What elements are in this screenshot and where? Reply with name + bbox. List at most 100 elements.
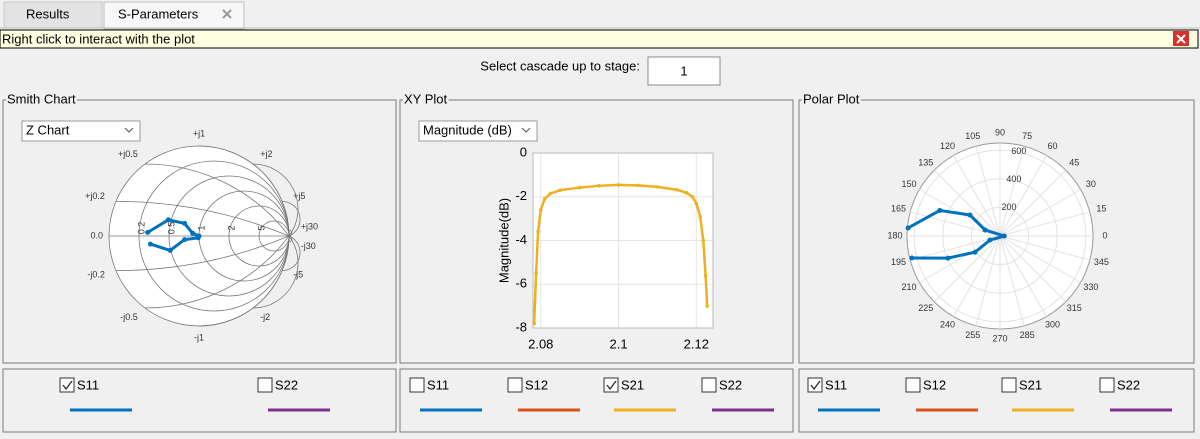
legend-label[interactable]: S12 (525, 377, 548, 392)
smith-point (167, 247, 173, 253)
x-tick-label: +j2 (260, 149, 272, 159)
dropdown[interactable] (21, 120, 141, 142)
dropdown-arrow[interactable] (521, 127, 531, 133)
theta-tick-label: 30 (1086, 179, 1096, 189)
checkmark[interactable] (810, 380, 821, 391)
polar-point (972, 249, 978, 255)
x-tick-label: +j5 (293, 191, 305, 201)
legend-label[interactable]: S22 (719, 377, 742, 392)
tab-label[interactable]: Results (26, 6, 70, 21)
legend-label[interactable]: S11 (77, 377, 99, 392)
dropdown-value[interactable]: Z Chart (26, 122, 70, 137)
checkbox[interactable] (507, 377, 523, 393)
reactance-arc (115, 200, 290, 237)
theta-grid (999, 235, 1090, 261)
line-point (690, 194, 695, 199)
theta-grid (999, 155, 1047, 237)
plot-frame (532, 152, 714, 329)
y-tick-label: -4 (515, 232, 527, 247)
legend-label[interactable]: S11 (427, 377, 449, 392)
polar-point (937, 207, 943, 213)
checkbox[interactable] (257, 377, 273, 393)
dropdown[interactable] (418, 120, 538, 142)
r-tick-label: 600 (1011, 146, 1026, 156)
y-tick-label: -8 (515, 319, 527, 334)
cascade-input[interactable] (647, 56, 721, 86)
x-tick-label: 2.08 (528, 336, 553, 351)
group-title: Smith Chart (7, 91, 76, 106)
checkbox[interactable] (409, 377, 425, 393)
line-point (701, 238, 706, 243)
legend-label[interactable]: S21 (1019, 377, 1042, 392)
cascade-value[interactable]: 1 (680, 63, 687, 78)
theta-tick-label: 45 (1069, 158, 1079, 168)
r-grid (913, 149, 1087, 323)
r-tick-label: 0.0 (90, 230, 103, 240)
dropdown-value[interactable]: Magnitude (dB) (423, 122, 512, 137)
smith-point (190, 230, 196, 236)
theta-grid (953, 235, 1001, 317)
theta-tick-label: 195 (891, 257, 906, 267)
theta-grid (999, 146, 1025, 237)
polar-point (982, 227, 988, 233)
checkbox[interactable] (59, 377, 75, 393)
line-point (616, 183, 621, 187)
x-tick-label: -j30 (301, 241, 316, 251)
y-axis-label: Magnitude(dB) (496, 198, 511, 283)
checkbox[interactable] (603, 377, 619, 393)
line-point (534, 271, 538, 276)
theta-grid (975, 235, 1001, 326)
theta-tick-label: 315 (1067, 303, 1082, 313)
checkbox[interactable] (1099, 377, 1115, 393)
checkbox[interactable] (807, 377, 823, 393)
y-tick-label: 0 (520, 144, 527, 159)
theta-tick-label: 75 (1022, 131, 1032, 141)
title-bg (403, 91, 449, 107)
checkbox[interactable] (701, 377, 717, 393)
line-point (548, 191, 553, 196)
legend-label[interactable]: S21 (621, 377, 644, 392)
banner-close-icon[interactable] (1176, 34, 1186, 44)
checkbox[interactable] (1001, 377, 1017, 393)
tab[interactable] (3, 1, 103, 29)
x-tick-label: -j2 (260, 312, 270, 322)
smith-point (145, 229, 151, 235)
dropdown-arrow[interactable] (124, 127, 134, 133)
theta-tick-label: 345 (1094, 257, 1109, 267)
theta-tick-label: 105 (965, 131, 980, 141)
theta-tick-label: 15 (1096, 204, 1106, 214)
theta-tick-label: 240 (940, 320, 955, 330)
legend-label[interactable]: S22 (275, 377, 298, 392)
line-point (703, 273, 708, 278)
x-tick-label: -j5 (293, 270, 303, 280)
reactance-arc (198, 235, 290, 327)
tab-close[interactable] (222, 9, 232, 19)
reactance-arc (282, 235, 301, 272)
title-bg (6, 91, 78, 107)
reactance-arc (288, 235, 293, 243)
r-grid (970, 206, 1030, 266)
r-tick-label: 200 (1001, 202, 1016, 212)
polar-point (1001, 233, 1007, 239)
tab-active[interactable] (103, 1, 245, 30)
group-box (399, 99, 794, 364)
smith-point (182, 220, 188, 226)
smith-point (195, 235, 201, 241)
legend-box (399, 368, 794, 433)
theta-tick-label: 0 (1102, 230, 1107, 240)
legend-label[interactable]: S22 (1117, 377, 1140, 392)
theta-grid (953, 155, 1001, 237)
tab-label[interactable]: S-Parameters (118, 6, 199, 21)
reactance-arc (144, 235, 290, 309)
line-point (694, 201, 699, 206)
legend-label[interactable]: S11 (825, 377, 847, 392)
legend-label[interactable]: S12 (923, 377, 946, 392)
theta-tick-label: 120 (940, 141, 955, 151)
theta-tick-label: 255 (965, 330, 980, 340)
smith-point (147, 241, 153, 247)
reactance-arc (252, 163, 299, 237)
checkmark[interactable] (606, 380, 617, 391)
checkbox[interactable] (905, 377, 921, 393)
x-tick-label: 2.12 (684, 336, 709, 351)
checkmark[interactable] (62, 380, 73, 391)
